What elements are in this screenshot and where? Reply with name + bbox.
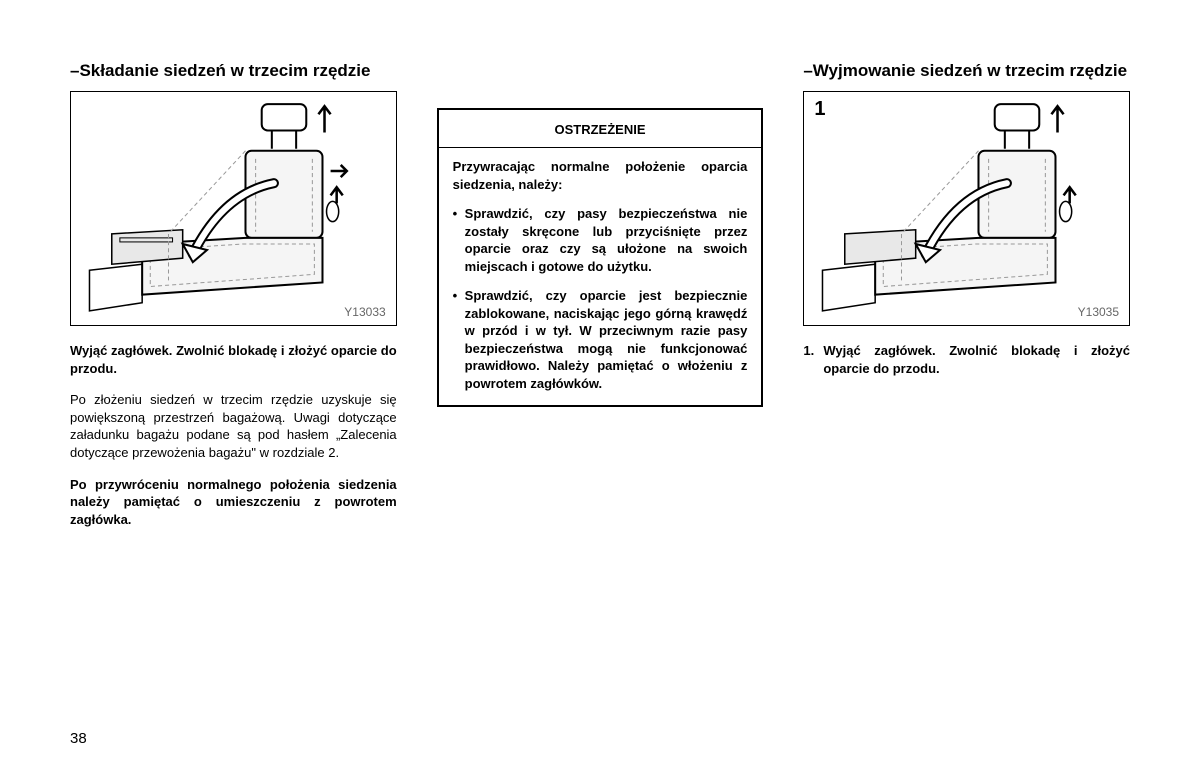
column-left: –Składanie siedzeń w trzecim rzędzie [70, 60, 397, 542]
para-instruction-1: Wyjąć zagłówek. Zwolnić blokadę i złożyć… [70, 342, 397, 377]
warning-divider [439, 147, 762, 148]
warning-intro: Przywracając normalne położenie oparcia … [453, 158, 748, 193]
figure-ref-left: Y13033 [344, 305, 385, 319]
step-text: Wyjąć zagłówek. Zwolnić blokadę i złożyć… [823, 343, 1130, 376]
page-content: –Składanie siedzeń w trzecim rzędzie [70, 60, 1130, 542]
para-info: Po złożeniu siedzeń w trzecim rzędzie uz… [70, 391, 397, 461]
warning-title: OSTRZEŻENIE [453, 122, 748, 137]
warning-bullet-1: Sprawdzić, czy pasy bezpieczeństwa nie z… [453, 205, 748, 275]
warning-bullet-2: Sprawdzić, czy oparcie jest bezpiecznie … [453, 287, 748, 392]
column-middle: OSTRZEŻENIE Przywracając normalne położe… [437, 60, 764, 542]
figure-fold-seats: Y13033 [70, 91, 397, 326]
step-number: 1. [803, 342, 814, 360]
page-number: 38 [70, 730, 87, 747]
para-reminder: Po przywróceniu normalnego położenia sie… [70, 476, 397, 529]
figure-remove-seats: 1 Y13035 [803, 91, 1130, 326]
warning-box: OSTRZEŻENIE Przywracając normalne położe… [437, 108, 764, 407]
seat-fold-illustration [71, 92, 396, 325]
seat-remove-illustration [804, 92, 1129, 325]
figure-step-number: 1 [814, 98, 825, 121]
heading-remove-seats: –Wyjmowanie siedzeń w trzecim rzędzie [803, 60, 1130, 81]
heading-fold-seats: –Składanie siedzeń w trzecim rzędzie [70, 60, 397, 81]
column-right: –Wyjmowanie siedzeń w trzecim rzędzie [803, 60, 1130, 542]
numbered-step-1: 1. Wyjąć zagłówek. Zwolnić blokadę i zło… [803, 342, 1130, 377]
figure-ref-right: Y13035 [1078, 305, 1119, 319]
